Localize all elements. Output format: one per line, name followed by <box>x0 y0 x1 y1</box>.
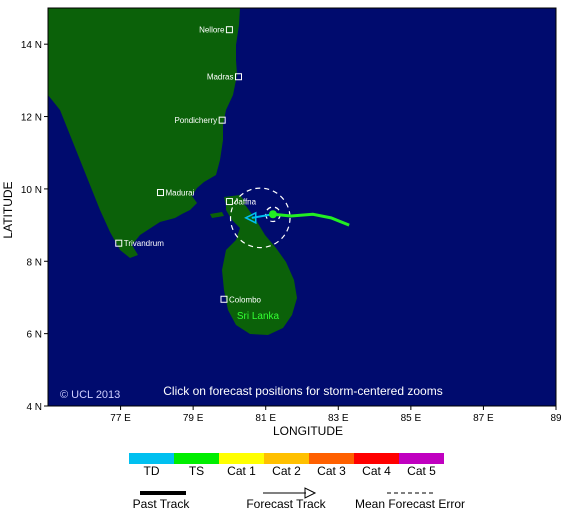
place-label-madurai: Madurai <box>165 189 194 198</box>
x-tick-label: 77 E <box>110 413 131 424</box>
place-label-trivandrum: Trivandrum <box>124 239 164 248</box>
y-tick-label: 14 N <box>21 40 42 51</box>
legend-label-cat-3: Cat 3 <box>317 464 346 478</box>
instruction-text: Click on forecast positions for storm-ce… <box>163 384 442 398</box>
legend-label-cat-1: Cat 1 <box>227 464 256 478</box>
jaffna-peninsula <box>224 195 246 207</box>
y-tick-label: 4 N <box>26 402 42 413</box>
place-marker-trivandrum <box>115 239 123 247</box>
forecast-track-label: Forecast Track <box>246 497 326 511</box>
sri-lanka-landmass <box>222 198 297 335</box>
place-marker-colombo <box>220 295 228 303</box>
legend-swatch-cat-5 <box>399 453 444 464</box>
past-track-label: Past Track <box>132 497 190 511</box>
legend-label-cat-2: Cat 2 <box>272 464 301 478</box>
legend-label-td: TD <box>143 464 160 478</box>
legend-swatch-cat-4 <box>354 453 399 464</box>
country-label-sri-lanka: Sri Lanka <box>237 311 280 322</box>
place-marker-madurai <box>156 189 164 197</box>
x-tick-label: 87 E <box>473 413 494 424</box>
mean-forecast-error-label: Mean Forecast Error <box>354 497 466 511</box>
y-tick-label: 12 N <box>21 113 42 124</box>
mannar-island <box>210 212 224 218</box>
x-tick-label: 79 E <box>183 413 204 424</box>
x-axis-label: LONGITUDE <box>273 424 343 438</box>
y-tick-label: 10 N <box>21 185 42 196</box>
forecast-track-arrowhead[interactable] <box>244 211 257 225</box>
past-track-line <box>272 212 350 227</box>
place-marker-pondicherry <box>218 116 226 124</box>
x-tick-label: 81 E <box>255 413 276 424</box>
x-tick-label: 85 E <box>401 413 422 424</box>
legend-label-cat-5: Cat 5 <box>407 464 436 478</box>
y-tick-label: 8 N <box>26 257 42 268</box>
forecast-track-key-arrow <box>304 487 317 499</box>
x-tick-label: 89 <box>550 413 561 424</box>
legend-swatch-cat-1 <box>219 453 264 464</box>
place-label-nellore: Nellore <box>199 26 225 35</box>
storm-current-position[interactable] <box>268 210 277 219</box>
place-label-colombo: Colombo <box>229 295 262 304</box>
legend-swatch-ts <box>174 453 219 464</box>
india-landmass <box>48 8 240 258</box>
place-marker-jaffna <box>225 198 233 206</box>
x-tick-label: 83 E <box>328 413 349 424</box>
legend-swatch-cat-2 <box>264 453 309 464</box>
plot-frame <box>47 7 557 407</box>
legend-swatch-td <box>129 453 174 464</box>
place-marker-madras <box>235 73 242 81</box>
y-tick-label: 6 N <box>26 330 42 341</box>
legend-swatch-cat-3 <box>309 453 354 464</box>
legend-label-cat-4: Cat 4 <box>362 464 391 478</box>
legend-label-ts: TS <box>188 464 205 478</box>
place-label-jaffna: Jaffna <box>234 198 256 207</box>
place-label-pondicherry: Pondicherry <box>174 116 217 125</box>
copyright-text: © UCL 2013 <box>60 389 120 401</box>
place-label-madras: Madras <box>207 73 234 82</box>
y-axis-label: LATITUDE <box>1 181 15 238</box>
place-marker-nellore <box>225 26 233 34</box>
forecast-error-circle[interactable] <box>229 187 291 249</box>
